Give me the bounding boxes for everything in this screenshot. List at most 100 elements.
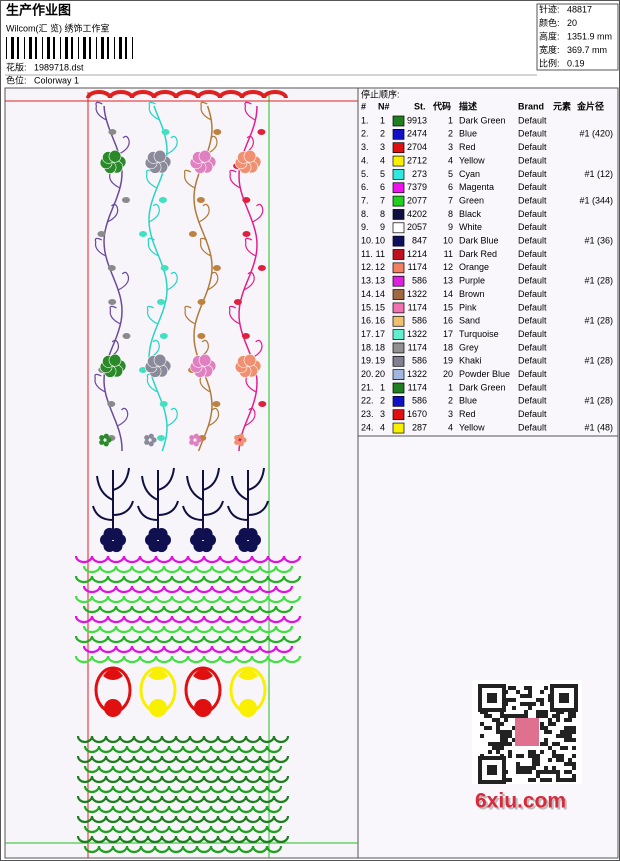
swatch	[392, 249, 405, 260]
colorway: Colorway 1	[34, 75, 79, 85]
qr-cell	[560, 734, 564, 738]
swatch	[392, 169, 405, 180]
leaf	[108, 299, 117, 305]
qr-cell	[540, 714, 544, 718]
qr-cell	[496, 742, 500, 746]
stitches: 2474	[407, 129, 427, 139]
sequin: #1 (28)	[584, 396, 613, 406]
swatch	[392, 342, 405, 354]
brand: Default	[518, 236, 547, 246]
scallop-row	[74, 615, 302, 624]
qr-cell	[500, 730, 504, 734]
navy-petal	[245, 527, 258, 540]
barcode-bar	[47, 37, 50, 59]
sequin: #1 (28)	[584, 316, 613, 326]
curl	[198, 203, 210, 223]
scallop-row	[83, 825, 283, 834]
small-petal	[193, 441, 199, 447]
qr-cell	[528, 690, 532, 694]
qr-cell	[548, 722, 552, 726]
code: 1	[448, 382, 453, 392]
leaf	[257, 129, 266, 135]
brand: Default	[518, 409, 547, 419]
row-index: 5.	[361, 169, 369, 179]
qr-cell	[500, 722, 504, 726]
qr-cell	[548, 730, 552, 734]
curl	[206, 135, 218, 155]
barcode-bar	[132, 37, 133, 59]
qr-cell	[548, 778, 552, 782]
qr-cell	[524, 770, 528, 774]
needle: 19	[375, 356, 385, 366]
scallop-row	[83, 845, 283, 854]
scallop-row	[82, 605, 294, 614]
qr-cell	[564, 730, 568, 734]
curl	[184, 305, 196, 325]
curl	[148, 203, 160, 223]
leaf	[156, 299, 165, 305]
curl	[251, 339, 263, 359]
curl	[229, 169, 241, 189]
code: 19	[443, 356, 453, 366]
stat-value: 20	[567, 18, 577, 28]
qr-cell	[520, 694, 524, 698]
needle: 16	[375, 316, 385, 326]
description: Magenta	[459, 182, 494, 192]
brand: Default	[518, 302, 547, 312]
small-petal	[106, 437, 112, 443]
scallop-row	[83, 805, 283, 814]
row-index: 14.	[361, 289, 374, 299]
leaf	[107, 401, 116, 407]
stat-value: 48817	[567, 4, 592, 14]
qr-cell	[552, 766, 556, 770]
qr-cell	[548, 758, 552, 762]
curl	[94, 237, 107, 257]
row-index: 12.	[361, 262, 374, 272]
leaf	[158, 197, 167, 203]
brand: Default	[518, 262, 547, 272]
swatch	[392, 275, 405, 287]
needle: 2	[380, 129, 385, 139]
qr-cell	[524, 686, 528, 690]
code: 18	[443, 342, 453, 352]
curl	[109, 305, 121, 325]
curl	[166, 407, 178, 427]
code: 2	[448, 129, 453, 139]
design-label: 花版:	[6, 61, 27, 72]
code: 14	[443, 289, 453, 299]
qr-cell	[480, 722, 484, 726]
qr-cell	[568, 778, 572, 782]
qr-cell	[528, 706, 532, 710]
curl	[183, 169, 196, 189]
curl	[244, 237, 257, 257]
row-index: 6.	[361, 182, 369, 192]
stitches: 1322	[407, 289, 427, 299]
brand: Default	[518, 356, 547, 366]
qr-cell	[544, 710, 548, 714]
small-petal	[189, 435, 195, 441]
row-index: 11.	[361, 249, 373, 259]
petal	[198, 353, 212, 367]
qr-cell	[540, 698, 544, 702]
qr-cell	[564, 770, 568, 774]
small-petal	[144, 439, 150, 445]
stitches: 2704	[407, 142, 427, 152]
small-petal	[189, 439, 195, 445]
barcode-bar	[60, 37, 61, 59]
curl	[95, 101, 107, 121]
qr-cell	[556, 754, 560, 758]
needle: 15	[375, 302, 385, 312]
brand: Default	[518, 249, 547, 259]
row-index: 16.	[361, 316, 374, 326]
qr-cell	[488, 726, 492, 730]
qr-cell	[508, 698, 512, 702]
qr-cell	[492, 718, 496, 722]
barcode-bar	[89, 37, 91, 59]
qr-cell	[536, 714, 540, 718]
qr-cell	[572, 766, 576, 770]
qr-cell	[500, 738, 504, 742]
navy-stem	[92, 467, 134, 540]
qr-cell	[528, 694, 532, 698]
swatch	[392, 396, 405, 407]
swatch	[392, 289, 405, 300]
